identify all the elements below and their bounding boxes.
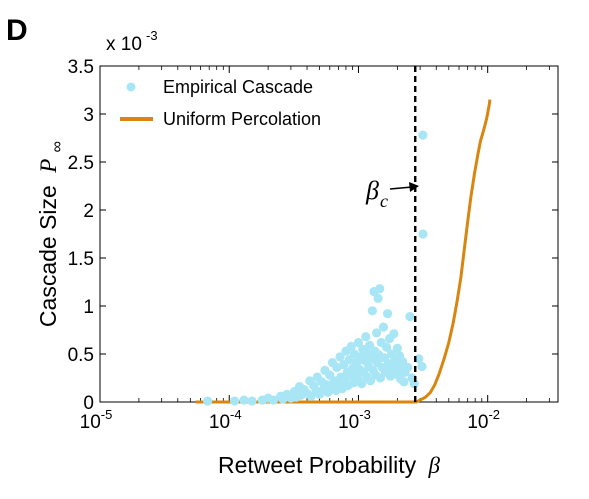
empirical-point (361, 332, 371, 342)
panel-letter: D (6, 14, 28, 47)
empirical-point (335, 352, 345, 362)
y-axis-title: Cascade Size (35, 185, 61, 327)
percolation-line (195, 99, 492, 404)
empirical-point (405, 311, 415, 322)
y-axis-subscript: ∞ (49, 141, 66, 152)
empirical-point (229, 396, 240, 406)
y-multiplier: x 10 -3 (106, 28, 158, 55)
x-tick-label: 10-2 (467, 407, 500, 433)
empirical-point (373, 293, 383, 303)
empirical-point (402, 362, 413, 373)
empirical-point (346, 341, 356, 351)
empirical-point (268, 395, 279, 405)
y-tick-label: 1.5 (68, 249, 94, 270)
threshold-symbol: β (365, 176, 379, 205)
svg-text:Cascade Size P ∞: Cascade Size P ∞ (35, 141, 66, 327)
tick-labels: 0 0.5 1 1.5 2 2.5 3 3.5 10-5 10-4 10-3 10-2 (68, 57, 500, 433)
empirical-series (202, 130, 428, 406)
percolation-series (195, 99, 492, 404)
y-multiplier-exponent: -3 (146, 28, 158, 43)
y-axis-symbol: P (36, 159, 61, 174)
y-tick-label: 1 (83, 297, 94, 318)
empirical-point (353, 337, 364, 348)
empirical-point (357, 379, 367, 389)
empirical-point (392, 343, 402, 353)
x-axis-symbol: β (428, 453, 441, 478)
x-axis-label: Retweet Probability β (218, 452, 441, 478)
legend-percolation-label: Uniform Percolation (163, 109, 321, 129)
empirical-point (371, 328, 382, 338)
x-axis-title: Retweet Probability (218, 452, 417, 478)
y-tick-label: 2 (83, 201, 94, 222)
empirical-point (367, 306, 377, 316)
threshold-annotation: β c (365, 176, 419, 211)
empirical-point (414, 354, 424, 364)
y-multiplier-prefix: x 10 (106, 34, 142, 55)
x-tick-label: 10-5 (80, 407, 113, 433)
y-tick-label: 0.5 (68, 345, 94, 366)
empirical-point (389, 329, 399, 339)
legend-empirical-label: Empirical Cascade (163, 77, 313, 97)
empirical-point (381, 342, 392, 352)
empirical-point (418, 229, 428, 239)
y-axis-label: Cascade Size P ∞ (35, 141, 66, 327)
empirical-point (378, 322, 389, 332)
empirical-point (399, 377, 409, 387)
y-tick-label: 3.5 (68, 57, 94, 78)
empirical-point (332, 362, 342, 373)
empirical-point (247, 396, 257, 406)
y-tick-label: 3 (83, 105, 94, 126)
threshold-arrow-shaft (389, 186, 413, 190)
y-tick-label: 0 (83, 393, 94, 414)
empirical-point (239, 395, 249, 405)
empirical-point (417, 361, 427, 372)
legend: Empirical Cascade Uniform Percolation (120, 77, 321, 129)
legend-empirical-marker (126, 82, 136, 92)
empirical-point (409, 379, 419, 389)
y-tick-label: 2.5 (68, 153, 94, 174)
x-tick-label: 10-4 (209, 407, 242, 433)
empirical-point (382, 309, 393, 319)
x-tick-label: 10-3 (338, 407, 371, 433)
empirical-point (418, 130, 428, 140)
empirical-point (202, 396, 213, 406)
empirical-point (375, 284, 385, 294)
threshold-arrow-head (409, 182, 419, 192)
threshold-subscript: c (380, 191, 388, 211)
